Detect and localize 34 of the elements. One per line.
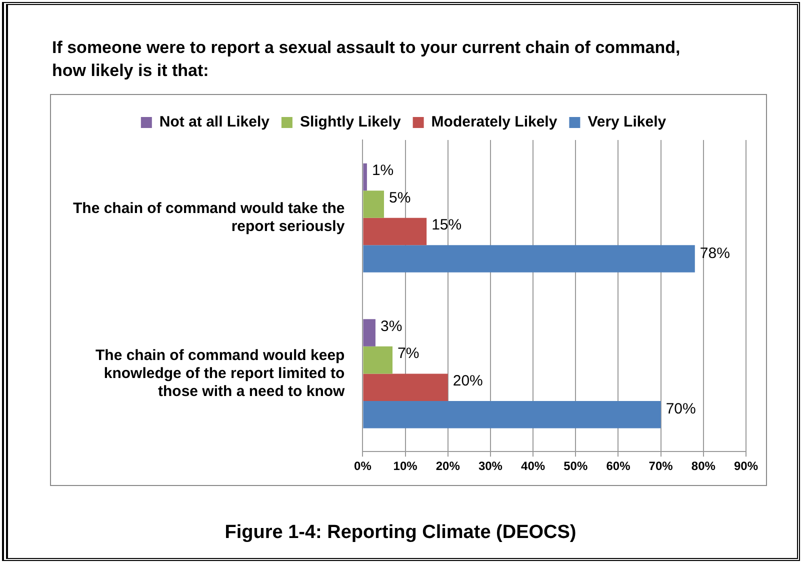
data-label: 7% [398, 345, 420, 362]
bar [363, 374, 448, 401]
x-tick-label: 0% [354, 459, 372, 474]
x-tick-label: 50% [564, 459, 588, 474]
y-tick-label: The chain of command would take the report seriously [72, 200, 346, 236]
bar [363, 218, 427, 246]
x-tick-label: 70% [648, 459, 674, 474]
caption: Figure 1-4: Reporting Climate (DEOCS) [224, 522, 578, 544]
bar [363, 400, 661, 428]
chart-title: If someone were to report a sexual assault to your current chain of command, how likely is it that: [52, 37, 682, 82]
legend-label: Not at all Likely [159, 114, 270, 131]
bar [363, 319, 376, 346]
data-label: 3% [380, 318, 402, 335]
data-label: 5% [388, 189, 411, 206]
x-tick-label: 60% [606, 459, 631, 474]
legend-label: Slightly Likely [300, 114, 402, 131]
bar [363, 163, 367, 191]
data-label: 15% [432, 216, 462, 234]
legend-label: Very Likely [588, 114, 667, 131]
data-label: 20% [452, 372, 483, 390]
x-tick-label: 40% [521, 459, 546, 474]
bar [363, 245, 695, 272]
x-tick-label: 20% [436, 459, 460, 474]
y-tick-label: The chain of command would keep knowledge of the report limited to those with a need to know [95, 346, 346, 400]
x-tick-label: 90% [734, 459, 758, 474]
legend-label: Moderately Likely [431, 114, 558, 131]
data-label: 78% [700, 244, 730, 262]
data-label: 70% [666, 400, 696, 418]
x-tick-label: 30% [478, 459, 503, 474]
data-label: 1% [372, 162, 394, 180]
x-tick-label: 80% [691, 459, 716, 474]
x-tick-label: 10% [393, 459, 418, 474]
bar [363, 346, 393, 374]
bar [363, 190, 384, 218]
